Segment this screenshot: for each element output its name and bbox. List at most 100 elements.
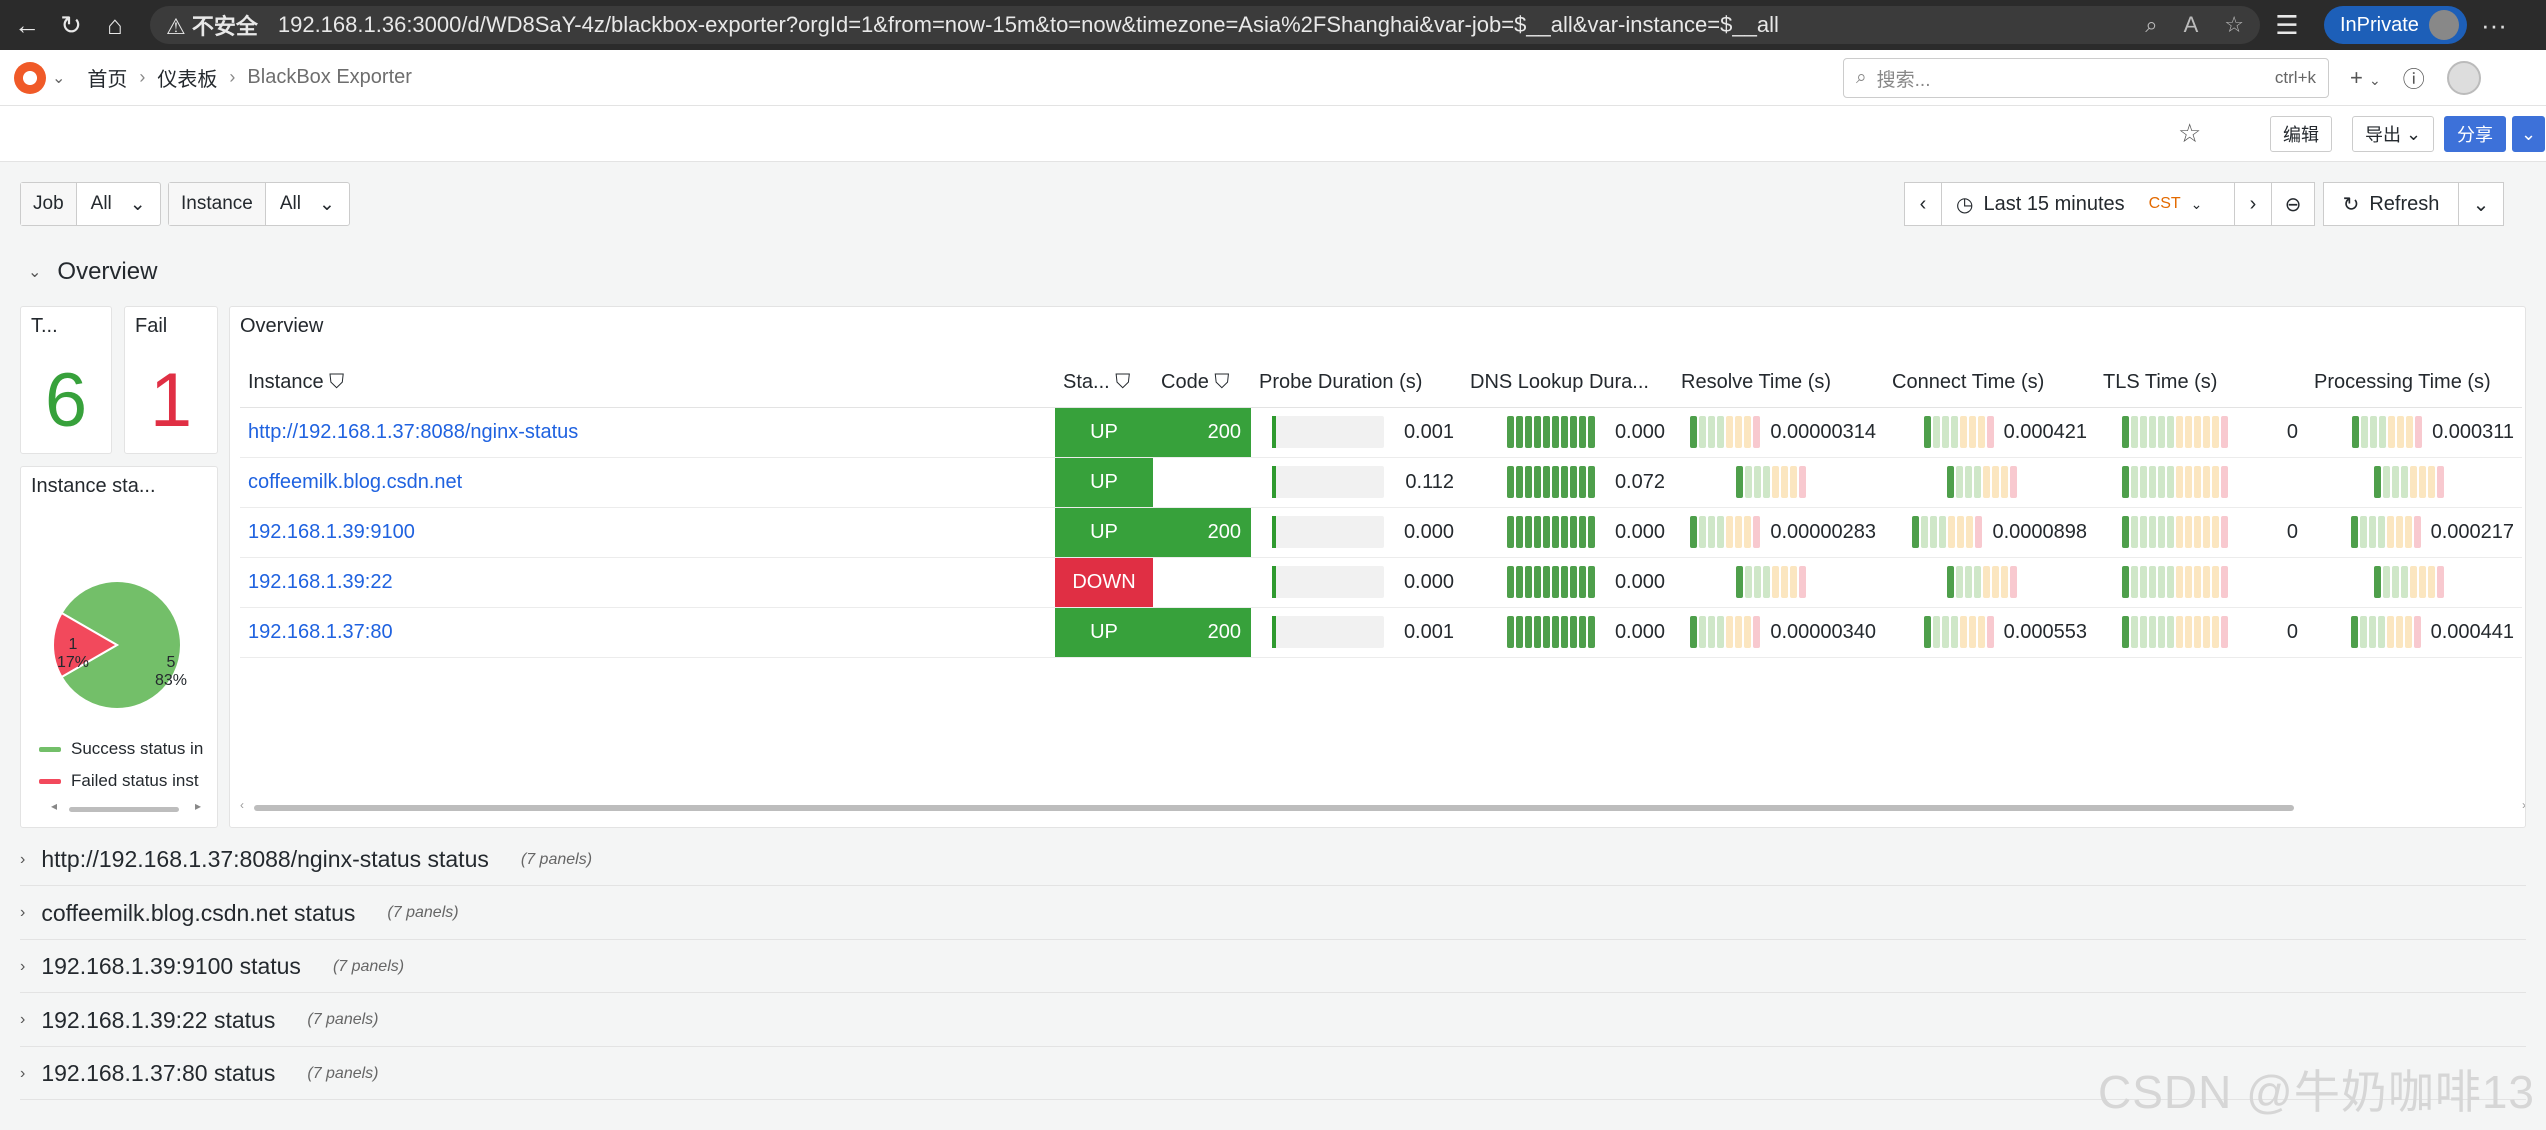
variable-instance-value[interactable]: All xyxy=(279,193,301,214)
more-icon[interactable]: ··· xyxy=(2480,9,2507,40)
legend-scrollbar[interactable]: ◂ ▸ xyxy=(51,799,201,813)
gauge-bar xyxy=(1736,566,1806,598)
user-avatar[interactable] xyxy=(2446,61,2481,95)
col-processing[interactable]: Processing Time (s) xyxy=(2306,359,2522,408)
col-tls[interactable]: TLS Time (s) xyxy=(2095,359,2306,408)
back-icon[interactable]: ← xyxy=(14,9,40,40)
probe-cell: 0.001 xyxy=(1251,407,1462,458)
table-panel-overview[interactable]: Overview Instance ⛉ Sta... ⛉ Code ⛉ Prob… xyxy=(229,306,2526,828)
collapsed-row[interactable]: › 192.168.1.37:80 status (7 panels) xyxy=(20,1048,2526,1100)
refresh-icon: ↻ xyxy=(2342,193,2360,216)
processing-value: 0.000441 xyxy=(2430,620,2514,643)
scroll-left-icon[interactable]: ◂ xyxy=(51,799,58,813)
instance-link[interactable]: 192.168.1.37:80 xyxy=(240,607,1055,658)
variable-instance[interactable]: Instance All ⌄ xyxy=(168,182,350,226)
grafana-logo-icon[interactable] xyxy=(14,61,46,94)
favorites-icon[interactable]: ☰ xyxy=(2275,9,2299,40)
probe-value: 0.001 xyxy=(1403,620,1454,643)
collapsed-row[interactable]: › 192.168.1.39:22 status (7 panels) xyxy=(20,995,2526,1047)
zoom-icon[interactable]: ⌕ xyxy=(2145,12,2158,37)
scroll-right-icon[interactable]: › xyxy=(2522,798,2526,812)
gauge-bar xyxy=(2350,516,2421,548)
collapsed-row[interactable]: › 192.168.1.39:9100 status (7 panels) xyxy=(20,941,2526,993)
table-row[interactable]: 192.168.1.37:80 UP 200 0.001 0.000 0.00000340… xyxy=(240,607,2522,658)
variable-job-value[interactable]: All xyxy=(90,193,112,214)
chevron-down-icon: ⌄ xyxy=(2472,193,2490,216)
gauge-bar xyxy=(1272,616,1384,648)
filter-icon[interactable]: ⛉ xyxy=(1115,371,1131,394)
reload-icon[interactable]: ↻ xyxy=(60,9,82,40)
scroll-left-icon[interactable]: ‹ xyxy=(240,798,244,812)
zoom-out-button[interactable]: ⊖ xyxy=(2271,182,2315,226)
pie-slice-failed[interactable] xyxy=(52,611,119,679)
col-instance[interactable]: Instance ⛉ xyxy=(240,359,1055,408)
pie-panel-instance-status[interactable]: Instance sta... 5 83% 1 17% Success status … xyxy=(20,466,218,828)
stat-panel-total[interactable]: T... 6 xyxy=(20,306,112,454)
resolve-value: 0.00000340 xyxy=(1770,620,1876,643)
col-status[interactable]: Sta... ⛉ xyxy=(1055,359,1153,408)
inprivate-badge[interactable]: InPrivate xyxy=(2324,6,2467,44)
filter-icon[interactable]: ⛉ xyxy=(329,371,345,394)
search-icon: ⌕ xyxy=(1856,67,1867,88)
home-icon[interactable]: ⌂ xyxy=(107,9,123,40)
resolve-cell xyxy=(1673,457,1884,508)
resolve-value: 0.00000314 xyxy=(1770,420,1876,443)
share-button[interactable]: 分享 xyxy=(2444,116,2506,152)
table-row[interactable]: coffeemilk.blog.csdn.net UP 0.112 0.072 xyxy=(240,457,2522,508)
zoom-out-icon: ⊖ xyxy=(2284,193,2302,216)
export-button[interactable]: 导出 ⌄ xyxy=(2352,116,2435,152)
col-dns[interactable]: DNS Lookup Dura... xyxy=(1462,359,1673,408)
col-resolve[interactable]: Resolve Time (s) xyxy=(1673,359,1884,408)
breadcrumb-separator-icon: › xyxy=(139,67,146,87)
share-dropdown-button[interactable]: ⌄ xyxy=(2512,116,2546,152)
gauge-bar xyxy=(1690,616,1761,648)
col-code[interactable]: Code ⛉ xyxy=(1153,359,1251,408)
instance-link[interactable]: coffeemilk.blog.csdn.net xyxy=(240,457,1055,508)
scrollbar-thumb[interactable] xyxy=(254,805,2294,811)
connect-value: 0.000553 xyxy=(2003,620,2087,643)
col-connect[interactable]: Connect Time (s) xyxy=(1884,359,2095,408)
stat-panel-fail[interactable]: Fail 1 xyxy=(124,306,218,454)
pie-legend-failed[interactable]: Failed status inst xyxy=(39,771,225,791)
table-row[interactable]: 192.168.1.39:22 DOWN 0.000 0.000 xyxy=(240,557,2522,608)
overview-row-header[interactable]: ⌄ Overview xyxy=(28,258,157,286)
mark-favorite-icon[interactable]: ☆ xyxy=(2178,118,2202,148)
insecure-badge[interactable]: ⚠ 不安全 xyxy=(166,14,258,39)
breadcrumb-dashboards[interactable]: 仪表板 xyxy=(157,69,218,91)
table-row[interactable]: http://192.168.1.37:8088/nginx-status UP 2… xyxy=(240,407,2522,458)
table-horizontal-scrollbar[interactable]: ‹ › xyxy=(240,798,2525,813)
scroll-right-icon[interactable]: ▸ xyxy=(194,799,201,813)
time-back-button[interactable]: ‹ xyxy=(1904,182,1942,226)
scrollbar-thumb[interactable] xyxy=(69,807,179,812)
refresh-interval-dropdown[interactable]: ⌄ xyxy=(2458,182,2504,226)
help-icon[interactable]: ⓘ xyxy=(2402,67,2425,92)
variable-job[interactable]: Job All ⌄ xyxy=(20,182,161,226)
pie-slice-success[interactable] xyxy=(60,580,182,710)
gauge-bar xyxy=(1507,416,1595,448)
search-input[interactable]: ⌕ 搜索... ctrl+k xyxy=(1843,58,2329,98)
chevron-down-icon[interactable]: ⌄ xyxy=(52,69,66,87)
pie-legend-success[interactable]: Success status in xyxy=(39,739,225,759)
address-bar[interactable]: ⚠ 不安全 192.168.1.36:3000/d/WD8SaY-4z/blac… xyxy=(150,6,2260,44)
table-row[interactable]: 192.168.1.39:9100 UP 200 0.000 0.000 0.000002… xyxy=(240,507,2522,558)
resolve-cell: 0.00000283 xyxy=(1673,507,1884,558)
col-probe[interactable]: Probe Duration (s) xyxy=(1251,359,1462,408)
time-forward-button[interactable]: › xyxy=(2234,182,2272,226)
gauge-bar xyxy=(1272,466,1384,498)
favorite-star-icon[interactable]: ☆ xyxy=(2224,12,2244,37)
collapsed-row[interactable]: › http://192.168.1.37:8088/nginx-status s… xyxy=(20,834,2526,886)
instance-link[interactable]: http://192.168.1.37:8088/nginx-status xyxy=(240,407,1055,458)
instance-link[interactable]: 192.168.1.39:22 xyxy=(240,557,1055,608)
edit-button[interactable]: 编辑 xyxy=(2270,116,2332,152)
processing-value: 0.000311 xyxy=(2432,420,2514,443)
connect-cell: 0.000421 xyxy=(1884,407,2095,458)
time-range-picker[interactable]: ◷ Last 15 minutes CST ⌄ xyxy=(1941,182,2235,226)
url-text[interactable]: 192.168.1.36:3000/d/WD8SaY-4z/blackbox-e… xyxy=(277,12,1779,37)
add-button[interactable]: + ⌄ xyxy=(2350,65,2381,90)
collapsed-row[interactable]: › coffeemilk.blog.csdn.net status (7 panel… xyxy=(20,888,2526,940)
breadcrumb-home[interactable]: 首页 xyxy=(87,69,128,91)
instance-link[interactable]: 192.168.1.39:9100 xyxy=(240,507,1055,558)
refresh-button[interactable]: ↻ Refresh xyxy=(2323,182,2459,226)
filter-icon[interactable]: ⛉ xyxy=(1214,371,1230,394)
read-aloud-icon[interactable]: A xyxy=(2183,12,2199,37)
